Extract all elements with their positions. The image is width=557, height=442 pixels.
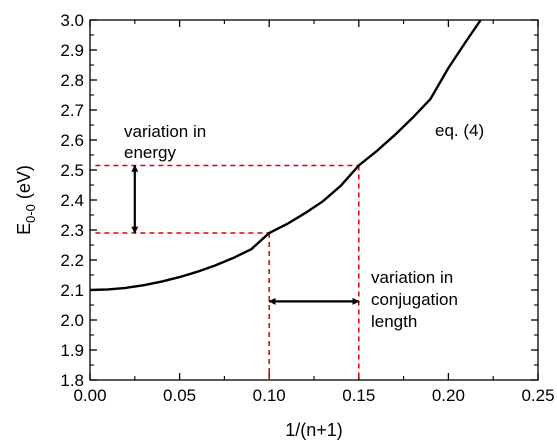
y-tick-label: 3.0: [60, 11, 84, 30]
y-tick-label: 2.6: [60, 131, 84, 150]
y-axis-title-main: E: [14, 223, 34, 235]
y-axis-title-subscript: 0-0: [23, 204, 38, 223]
y-axis-ticks: 1.8 1.9 2.0 2.1 2.2 2.3 2.4 2.5 2.6 2.7 2.8 2.9 3.0: [60, 11, 538, 390]
x-axis-ticks: 0.00 0.05 0.10 0.15 0.20 0.25: [73, 20, 555, 405]
conjugation-label-line-1: variation in: [371, 268, 453, 287]
x-axis-title: 1/(n+1): [285, 420, 343, 440]
energy-label-line-2: energy: [124, 143, 176, 162]
y-tick-label: 2.7: [60, 101, 84, 120]
conjugation-label-line-2: conjugation: [371, 290, 458, 309]
x-tick-label: 0.20: [432, 386, 465, 405]
y-tick-label: 1.8: [60, 371, 84, 390]
x-tick-label: 0.25: [521, 386, 554, 405]
series-line-eq-4: [89, 19, 482, 292]
y-tick-label: 2.5: [60, 161, 84, 180]
y-tick-label: 2.2: [60, 251, 84, 270]
y-tick-label: 2.0: [60, 311, 84, 330]
reference-lines: [95, 164, 360, 380]
conjugation-label-line-3: length: [371, 312, 417, 331]
x-tick-label: 0.15: [342, 386, 375, 405]
equation-label: eq. (4): [435, 121, 484, 140]
y-tick-label: 2.9: [60, 41, 84, 60]
x-tick-label: 0.00: [73, 386, 106, 405]
plot-area: [89, 19, 539, 381]
y-tick-label: 2.8: [60, 71, 84, 90]
y-tick-label: 2.3: [60, 221, 84, 240]
y-axis-title-unit: (eV): [14, 165, 34, 204]
y-tick-label: 2.1: [60, 281, 84, 300]
energy-label-line-1: variation in: [124, 122, 206, 141]
y-axis-title: E0-0 (eV): [14, 165, 38, 235]
y-tick-label: 2.4: [60, 191, 84, 210]
y-tick-label: 1.9: [60, 341, 84, 360]
x-tick-label: 0.05: [163, 386, 196, 405]
x-tick-label: 0.10: [253, 386, 286, 405]
